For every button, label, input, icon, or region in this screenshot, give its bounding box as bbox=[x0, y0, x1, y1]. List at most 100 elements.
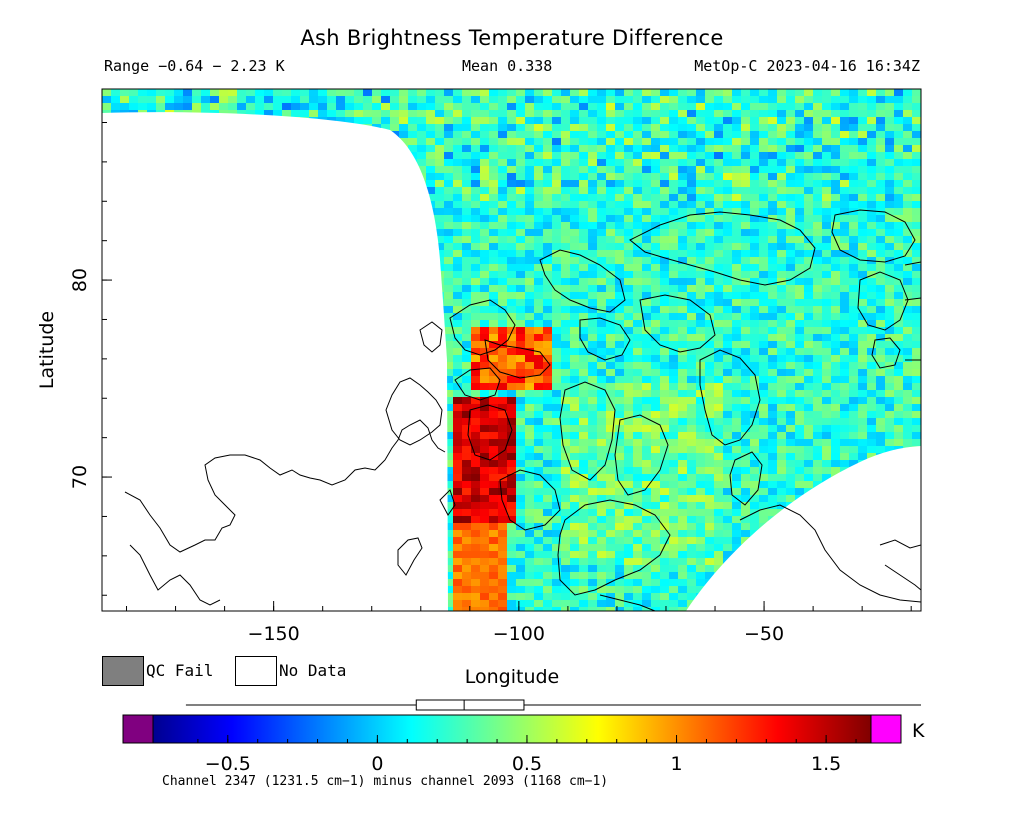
heat-cell bbox=[435, 166, 444, 173]
heat-cell bbox=[750, 376, 759, 383]
heat-cell bbox=[741, 145, 750, 152]
heat-cell bbox=[615, 159, 624, 166]
heat-cell bbox=[444, 362, 453, 369]
heat-cell bbox=[489, 215, 498, 222]
heat-cell bbox=[372, 89, 381, 96]
heat-cell bbox=[759, 439, 768, 446]
heat-cell bbox=[462, 418, 471, 425]
heat-cell bbox=[894, 243, 903, 250]
heat-cell bbox=[516, 271, 525, 278]
heat-cell bbox=[885, 432, 894, 439]
heat-cell bbox=[705, 432, 714, 439]
heat-cell bbox=[759, 460, 768, 467]
heat-cell bbox=[741, 404, 750, 411]
heat-cell bbox=[534, 96, 543, 103]
heat-cell bbox=[660, 355, 669, 362]
heat-cell bbox=[624, 89, 633, 96]
heat-cell bbox=[606, 460, 615, 467]
heat-cell bbox=[255, 103, 264, 110]
heat-cell bbox=[606, 103, 615, 110]
heat-cell bbox=[516, 348, 525, 355]
heat-cell bbox=[786, 446, 795, 453]
heat-cell bbox=[444, 110, 453, 117]
heat-cell bbox=[588, 152, 597, 159]
heat-cell bbox=[552, 383, 561, 390]
heat-cell bbox=[525, 173, 534, 180]
heat-cell bbox=[507, 397, 516, 404]
heat-cell bbox=[876, 327, 885, 334]
heat-cell bbox=[795, 292, 804, 299]
heat-cell bbox=[903, 390, 912, 397]
heat-cell bbox=[633, 250, 642, 257]
heat-cell bbox=[462, 236, 471, 243]
heat-cell bbox=[543, 439, 552, 446]
heat-cell bbox=[651, 418, 660, 425]
heat-cell bbox=[633, 159, 642, 166]
heat-cell bbox=[714, 152, 723, 159]
heat-cell bbox=[615, 397, 624, 404]
heat-cell bbox=[813, 124, 822, 131]
heat-cell bbox=[876, 222, 885, 229]
heat-cell bbox=[876, 124, 885, 131]
heat-cell bbox=[669, 117, 678, 124]
heat-cell bbox=[840, 334, 849, 341]
heat-cell bbox=[642, 180, 651, 187]
heat-cell bbox=[804, 390, 813, 397]
heat-cell bbox=[768, 411, 777, 418]
heat-cell bbox=[804, 131, 813, 138]
heat-cell bbox=[714, 327, 723, 334]
heat-cell bbox=[534, 257, 543, 264]
heat-cell bbox=[552, 215, 561, 222]
heat-cell bbox=[588, 418, 597, 425]
heat-cell bbox=[462, 152, 471, 159]
heat-cell bbox=[705, 145, 714, 152]
heat-cell bbox=[696, 201, 705, 208]
heat-cell bbox=[624, 446, 633, 453]
heat-cell bbox=[471, 229, 480, 236]
heat-cell bbox=[570, 299, 579, 306]
heat-cell bbox=[903, 327, 912, 334]
heat-cell bbox=[489, 341, 498, 348]
heat-cell bbox=[543, 131, 552, 138]
heat-cell bbox=[651, 180, 660, 187]
heat-cell bbox=[867, 194, 876, 201]
heat-cell bbox=[597, 446, 606, 453]
heat-cell bbox=[507, 222, 516, 229]
heat-cell bbox=[831, 285, 840, 292]
heat-cell bbox=[903, 215, 912, 222]
heat-cell bbox=[480, 159, 489, 166]
heat-cell bbox=[300, 103, 309, 110]
heat-cell bbox=[507, 131, 516, 138]
heat-cell bbox=[480, 201, 489, 208]
heat-cell bbox=[453, 194, 462, 201]
heat-cell bbox=[804, 89, 813, 96]
heat-cell bbox=[804, 215, 813, 222]
heat-cell bbox=[804, 194, 813, 201]
heat-cell bbox=[786, 264, 795, 271]
heat-cell bbox=[786, 439, 795, 446]
heat-cell bbox=[714, 208, 723, 215]
heat-cell bbox=[732, 145, 741, 152]
heat-cell bbox=[462, 299, 471, 306]
heat-cell bbox=[777, 369, 786, 376]
heat-cell bbox=[543, 292, 552, 299]
heat-cell bbox=[579, 390, 588, 397]
heat-cell bbox=[525, 334, 534, 341]
heat-cell bbox=[255, 89, 264, 96]
heat-cell bbox=[570, 285, 579, 292]
heat-cell bbox=[534, 334, 543, 341]
heat-cell bbox=[516, 103, 525, 110]
heat-cell bbox=[615, 439, 624, 446]
heat-cell bbox=[759, 292, 768, 299]
heat-cell bbox=[912, 432, 921, 439]
heat-cell bbox=[894, 173, 903, 180]
heat-cell bbox=[606, 313, 615, 320]
heat-cell bbox=[867, 439, 876, 446]
heat-cell bbox=[723, 306, 732, 313]
heat-cell bbox=[651, 425, 660, 432]
heat-cell bbox=[777, 103, 786, 110]
heat-cell bbox=[804, 152, 813, 159]
heat-cell bbox=[588, 264, 597, 271]
heat-cell bbox=[570, 467, 579, 474]
heat-cell bbox=[444, 334, 453, 341]
